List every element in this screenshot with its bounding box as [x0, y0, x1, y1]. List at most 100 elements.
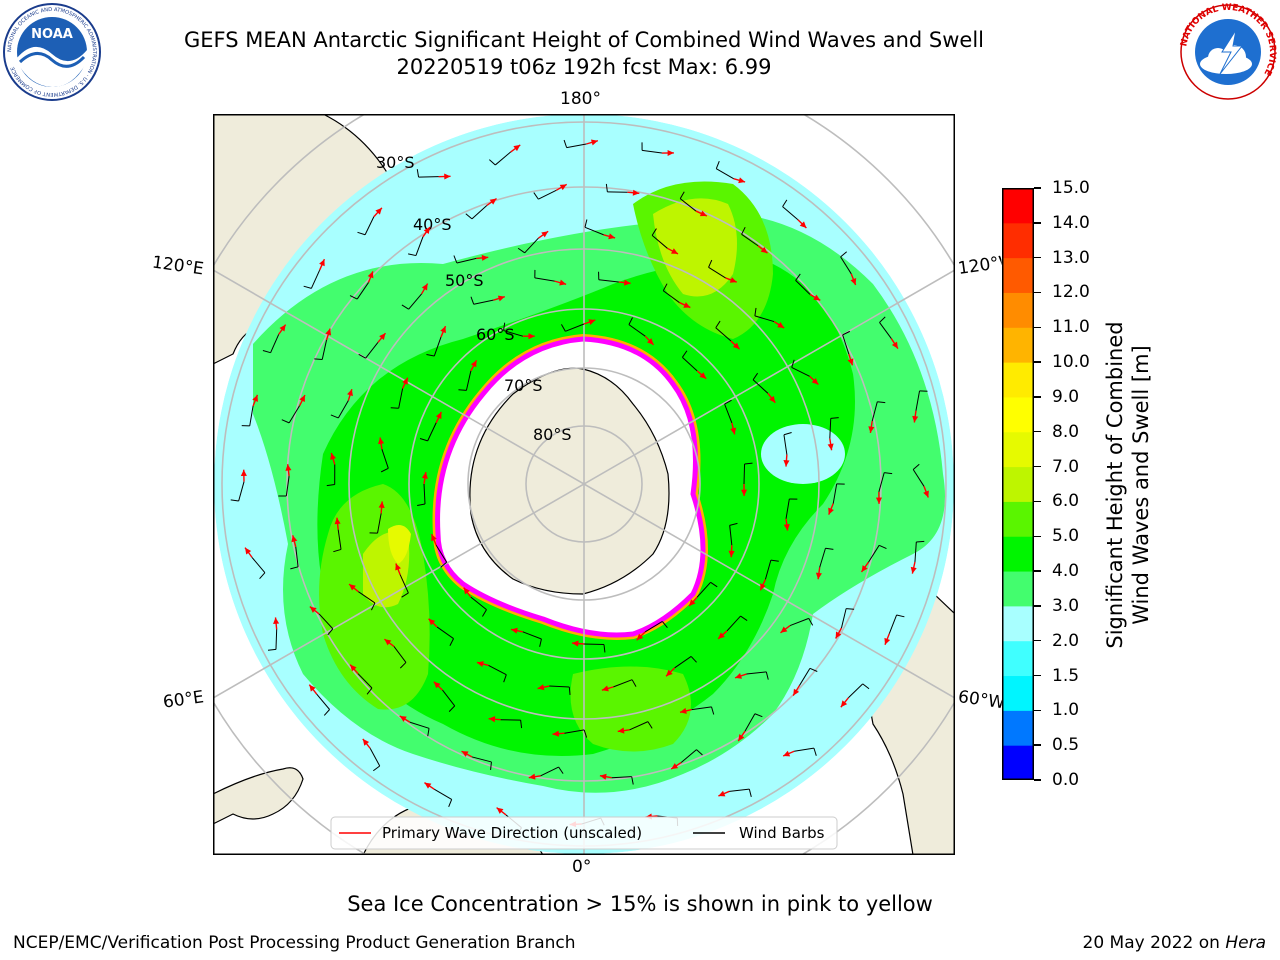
- wind-barb-flag: [323, 709, 330, 716]
- wind-barb: [456, 257, 477, 264]
- wave-arrow-head: [850, 278, 857, 286]
- wind-barb: [680, 749, 697, 763]
- lon-label-60w: 60°W: [956, 687, 1004, 713]
- wind-barb: [364, 216, 375, 235]
- wind-barb: [249, 406, 254, 426]
- wave-arrow-head: [489, 198, 497, 205]
- wave-arrow-head: [299, 395, 305, 403]
- wind-barb: [848, 683, 864, 699]
- wind-barb-flag: [490, 761, 492, 770]
- wind-barb-flag: [783, 432, 792, 436]
- wind-barb: [415, 236, 424, 256]
- wave-arrow-head: [760, 246, 768, 254]
- wave-arrow-head: [399, 716, 407, 722]
- wind-barb-flag: [314, 358, 323, 361]
- wind-barb-flag: [715, 161, 720, 169]
- wind-barb-flag: [862, 683, 870, 690]
- wind-barb-flag: [230, 499, 239, 502]
- wind-barb-flag: [679, 191, 685, 199]
- wave-arrow-head: [552, 730, 560, 737]
- wave-arrow-head: [402, 377, 408, 385]
- wind-barb-flag: [628, 317, 634, 325]
- wave-arrow-head: [732, 342, 740, 350]
- wind-barb-flag: [830, 417, 839, 419]
- wave-arrow-head: [488, 716, 496, 723]
- wave-arrow-head: [815, 572, 822, 580]
- wind-barb-flag: [884, 472, 893, 475]
- wind-barb-flag: [520, 720, 523, 729]
- colorbar-tick-label: 6.0: [1052, 491, 1080, 512]
- wind-barb-flag: [710, 581, 718, 588]
- wind-barb: [708, 266, 726, 279]
- wind-barb: [238, 481, 245, 502]
- wave-arrow-head: [541, 231, 549, 238]
- wave-arrow-head: [729, 277, 737, 283]
- wave-arrow-head: [780, 626, 788, 633]
- wind-barb: [488, 664, 507, 676]
- colorbar-tick-label: 10.0: [1052, 352, 1090, 373]
- wave-arrow-head: [828, 507, 834, 515]
- wind-barb: [470, 596, 487, 610]
- colorbar-tick-mark: [1034, 326, 1041, 328]
- wind-barb: [915, 390, 921, 411]
- wave-arrow-head: [718, 632, 725, 639]
- colorbar-band: [1002, 396, 1034, 433]
- wind-barb-flag: [482, 609, 487, 617]
- colorbar-tick-label: 1.0: [1052, 700, 1080, 721]
- wind-barb: [674, 656, 692, 669]
- wave-arrow-head: [252, 394, 258, 402]
- colorbar-tick-mark: [1034, 570, 1041, 572]
- wind-barb: [715, 327, 732, 342]
- wind-barb: [912, 469, 925, 487]
- wind-barb-flag: [426, 354, 435, 357]
- wind-barb: [691, 706, 712, 711]
- wave-arrow-head: [528, 773, 536, 780]
- wind-barb-flag: [748, 789, 752, 798]
- wind-barb-flag: [740, 615, 748, 621]
- wave-arrow-head: [632, 189, 640, 196]
- colorbar-tick-label: 11.0: [1052, 317, 1090, 338]
- colorbar-tick-mark: [1034, 674, 1041, 677]
- wind-barb-flag: [896, 614, 905, 618]
- wave-arrow-head: [309, 606, 317, 613]
- wind-barb: [842, 334, 850, 355]
- colorbar-tick-label: 7.0: [1052, 456, 1080, 477]
- legend-wave-direction: Primary Wave Direction (unscaled): [382, 824, 642, 842]
- wind-barb: [682, 356, 698, 372]
- wind-barb-flag: [690, 656, 697, 663]
- wind-barb-flag: [631, 776, 634, 785]
- wave-arrow-head: [728, 550, 735, 558]
- wave-arrow-head: [793, 688, 800, 696]
- wind-barb-flag: [427, 728, 430, 737]
- colorbar-tick-mark: [1034, 291, 1041, 294]
- wind-barb-flag: [399, 662, 407, 669]
- wind-barb: [879, 322, 892, 339]
- wind-barb: [409, 721, 430, 729]
- wave-arrow-head: [367, 271, 374, 279]
- colorbar-tick-mark: [1034, 222, 1041, 224]
- wind-barb: [782, 206, 799, 221]
- wave-arrow-head: [440, 326, 446, 334]
- wave-arrow-head: [245, 547, 252, 555]
- wave-arrow-head: [623, 279, 631, 286]
- wind-barb-flag: [813, 747, 817, 756]
- wave-arrow-head: [601, 685, 609, 692]
- map-title: GEFS MEAN Antarctic Significant Height o…: [183, 28, 985, 52]
- wind-barb-flag: [791, 359, 795, 368]
- wave-arrow-head: [783, 523, 790, 531]
- colorbar-tick-label: 14.0: [1052, 212, 1090, 233]
- lon-label-120e: 120°E: [150, 252, 205, 280]
- wind-barb-flag: [724, 399, 732, 405]
- wind-barb: [434, 788, 452, 800]
- wave-arrow-head: [680, 707, 687, 714]
- wind-barb-flag: [603, 644, 606, 653]
- colorbar-tick-mark: [1034, 187, 1041, 189]
- wave-arrow-head: [666, 669, 673, 677]
- wave-arrow-head: [730, 427, 737, 435]
- wind-barb: [651, 234, 668, 249]
- colorbar-tick-label: 8.0: [1052, 421, 1080, 442]
- lat-label-30s: 30°S: [376, 153, 415, 172]
- wind-barb-flag: [661, 621, 668, 628]
- colorbar-tick-label: 2.0: [1052, 630, 1080, 651]
- wind-barb: [832, 483, 838, 504]
